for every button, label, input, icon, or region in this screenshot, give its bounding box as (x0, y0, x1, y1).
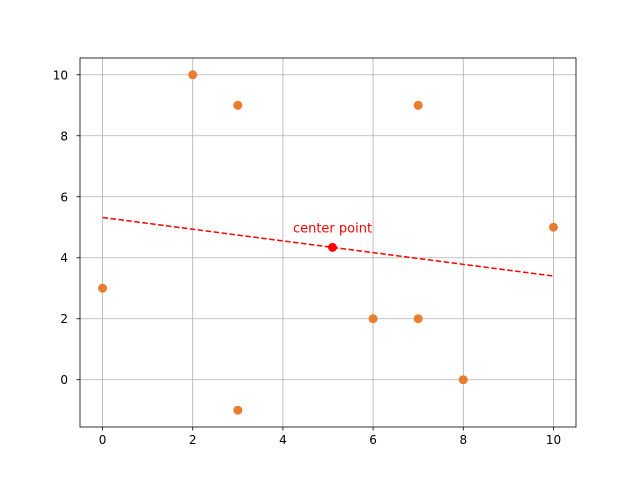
data-point (233, 100, 243, 110)
x-tick-label: 2 (189, 433, 197, 447)
data-point (458, 375, 468, 385)
trend-line (102, 216, 554, 277)
y-tick-label: 8 (60, 129, 68, 143)
data-point (368, 314, 378, 324)
plot-frame (79, 57, 577, 428)
x-tick-label: 0 (99, 433, 107, 447)
data-point (413, 314, 423, 324)
y-tick-label: 10 (53, 68, 68, 82)
data-point (98, 283, 108, 293)
y-tick-label: 4 (60, 251, 68, 265)
data-point (233, 405, 243, 415)
annotation-label: center point (293, 221, 372, 236)
y-tick-label: 0 (60, 373, 68, 387)
x-tick-label: 8 (459, 433, 467, 447)
y-tick-label: 2 (60, 312, 68, 326)
x-tick-label: 6 (369, 433, 377, 447)
data-point (188, 70, 198, 80)
x-tick-label: 10 (546, 433, 561, 447)
data-point (413, 100, 423, 110)
data-point (548, 222, 558, 232)
y-tick-label: 6 (60, 190, 68, 204)
x-tick-label: 4 (279, 433, 287, 447)
center-point-marker (328, 242, 338, 252)
